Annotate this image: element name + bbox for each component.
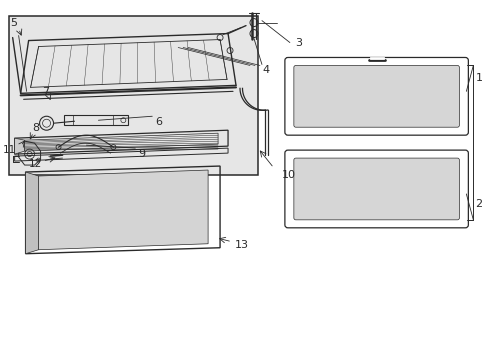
Text: 3: 3: [294, 37, 301, 48]
Text: 2: 2: [474, 199, 482, 209]
Text: 10: 10: [281, 170, 295, 180]
Bar: [9, 15, 258, 175]
FancyBboxPatch shape: [293, 158, 458, 220]
Text: 11: 11: [2, 145, 16, 155]
Text: 13: 13: [235, 240, 248, 250]
Text: 7: 7: [42, 87, 50, 97]
Polygon shape: [25, 172, 39, 254]
Text: 9: 9: [138, 149, 145, 159]
Text: 12: 12: [29, 159, 42, 169]
Bar: [63, 115, 128, 125]
Text: 1: 1: [474, 73, 481, 84]
Polygon shape: [15, 138, 24, 154]
Text: 8: 8: [33, 123, 40, 133]
FancyBboxPatch shape: [293, 66, 458, 127]
Polygon shape: [39, 170, 208, 250]
Text: 5: 5: [11, 18, 18, 28]
Text: 6: 6: [155, 117, 162, 127]
Text: 4: 4: [262, 66, 268, 76]
